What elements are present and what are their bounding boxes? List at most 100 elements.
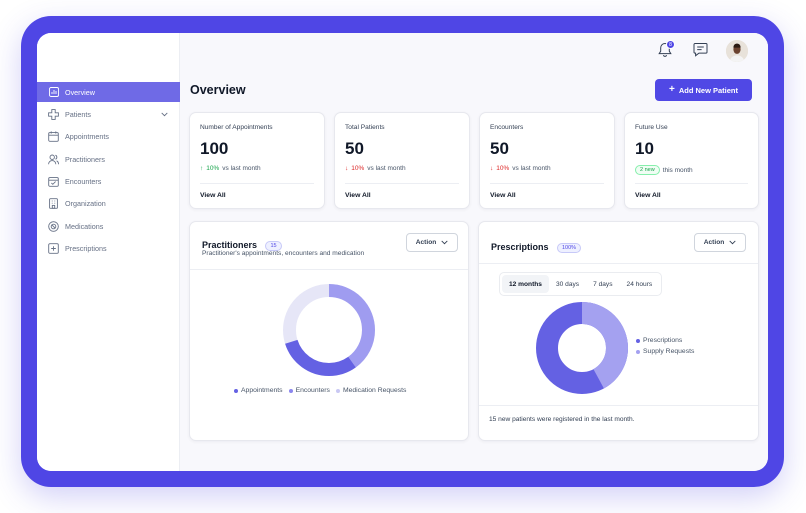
prescriptions-header: Prescriptions 100%	[491, 237, 582, 255]
building-icon	[48, 198, 59, 210]
prescriptions-panel: Prescriptions 100% Action 12 months 30 d…	[478, 221, 759, 441]
sidebar-item-label: Practitioners	[65, 154, 105, 164]
practitioners-donut	[283, 284, 375, 376]
avatar[interactable]	[726, 40, 748, 62]
sidebar-item-medications[interactable]: Medications	[37, 216, 180, 236]
chart-icon	[48, 87, 59, 98]
stat-delta: ↓ 10% vs last month	[490, 165, 551, 172]
donut-segment-encounters	[283, 284, 375, 376]
action-label: Action	[703, 239, 725, 246]
legend-dot	[234, 388, 238, 393]
tab-7-days[interactable]: 7 days	[593, 280, 613, 288]
page-title: Overview	[190, 83, 246, 97]
donut-segment-appointments	[283, 284, 375, 376]
practitioners-legend: Appointments Encounters Medication Reque…	[234, 387, 406, 394]
stat-label: Number of Appointments	[200, 124, 273, 131]
new-badge: 2 new	[635, 165, 660, 175]
sidebar-item-organization[interactable]: Organization	[37, 194, 180, 214]
delta-percent: 10%	[496, 165, 510, 172]
stat-card-appointments: Number of Appointments 100 ↑ 10% vs last…	[189, 112, 325, 209]
count-badge: 100%	[556, 243, 582, 253]
tab-24-hours[interactable]: 24 hours	[626, 280, 653, 288]
divider	[479, 405, 758, 406]
message-icon	[693, 43, 708, 57]
count-badge: 15	[265, 241, 282, 251]
sidebar-item-practitioners[interactable]: Practitioners	[37, 149, 180, 169]
sidebar: Overview Patients Appointments	[37, 33, 180, 471]
action-dropdown[interactable]: Action	[694, 233, 746, 252]
donut-segment-supply-requests	[536, 302, 628, 394]
calendar-icon	[48, 131, 59, 143]
view-all-link[interactable]: View All	[490, 192, 516, 199]
legend-label: Supply Requests	[643, 348, 695, 355]
stat-value: 10	[635, 139, 654, 158]
view-all-link[interactable]: View All	[635, 192, 661, 199]
divider	[200, 183, 314, 184]
arrow-down-icon: ↓	[490, 165, 494, 172]
legend-label: Appointments	[241, 387, 283, 394]
main-content: 8 Overview + Add New Patient Number of A…	[180, 33, 768, 471]
stat-value: 100	[200, 139, 229, 158]
divider	[345, 183, 459, 184]
sidebar-item-label: Appointments	[65, 132, 109, 142]
user-avatar-icon	[726, 40, 748, 62]
divider	[635, 183, 748, 184]
stat-delta: ↓ 10% vs last month	[345, 165, 406, 172]
tab-12-months[interactable]: 12 months	[502, 275, 549, 293]
sidebar-item-label: Prescriptions	[65, 244, 107, 254]
pill-icon	[48, 221, 59, 232]
chevron-down-icon	[441, 240, 448, 245]
plus-icon: +	[668, 84, 675, 95]
delta-suffix: vs last month	[222, 165, 261, 172]
legend-dot	[288, 388, 293, 393]
topbar: 8	[180, 33, 768, 71]
legend-item: Encounters	[288, 387, 330, 394]
delta-suffix: vs last month	[512, 165, 551, 172]
divider	[190, 269, 468, 270]
stat-delta: 2 new this month	[635, 165, 693, 175]
stat-delta: ↑ 10% vs last month	[200, 165, 261, 172]
time-range-tabs: 12 months 30 days 7 days 24 hours	[499, 272, 663, 296]
sidebar-item-encounters[interactable]: Encounters	[37, 172, 180, 192]
add-new-patient-button[interactable]: + Add New Patient	[655, 79, 752, 101]
tab-30-days[interactable]: 30 days	[555, 280, 580, 288]
sidebar-item-label: Organization	[65, 199, 106, 209]
panel-subtitle: Practitioner's appointments, encounters …	[202, 250, 365, 257]
stat-card-future-use: Future Use 10 2 new this month View All	[624, 112, 759, 209]
medical-cross-icon	[48, 109, 59, 120]
stat-card-total-patients: Total Patients 50 ↓ 10% vs last month Vi…	[334, 112, 470, 209]
messages-button[interactable]	[693, 42, 709, 60]
notification-button[interactable]: 8	[658, 40, 675, 60]
sidebar-item-label: Medications	[65, 221, 104, 231]
action-label: Action	[415, 239, 437, 246]
sidebar-item-patients[interactable]: Patients	[37, 104, 180, 124]
action-dropdown[interactable]: Action	[406, 233, 458, 252]
divider	[479, 263, 758, 264]
panel-title: Practitioners	[202, 240, 258, 250]
prescriptions-donut	[536, 302, 628, 394]
chevron-down-icon	[729, 240, 736, 245]
legend-dot	[636, 349, 640, 354]
delta-percent: 10%	[351, 165, 365, 172]
prescriptions-legend: Prescriptions Supply Requests	[636, 337, 694, 355]
view-all-link[interactable]: View All	[200, 192, 226, 199]
users-icon	[48, 154, 59, 165]
legend-item: Supply Requests	[636, 348, 694, 355]
sidebar-item-prescriptions[interactable]: Prescriptions	[37, 239, 180, 259]
legend-dot	[335, 388, 340, 393]
sidebar-nav: Overview Patients Appointments	[37, 82, 180, 261]
app-screen: Overview Patients Appointments	[37, 33, 768, 471]
delta-percent: 10%	[206, 165, 220, 172]
stat-card-encounters: Encounters 50 ↓ 10% vs last month View A…	[479, 112, 615, 209]
stat-label: Encounters	[490, 124, 524, 131]
chevron-down-icon[interactable]	[161, 110, 168, 119]
sidebar-item-appointments[interactable]: Appointments	[37, 127, 180, 147]
view-all-link[interactable]: View All	[345, 192, 371, 199]
prescriptions-footer: 15 new patients were registered in the l…	[489, 416, 635, 423]
sidebar-item-overview[interactable]: Overview	[37, 82, 180, 102]
legend-label: Prescriptions	[643, 337, 683, 344]
practitioners-panel: Practitioners 15 Practitioner's appointm…	[189, 221, 469, 441]
add-new-patient-label: Add New Patient	[678, 85, 739, 95]
delta-suffix: this month	[662, 166, 693, 174]
divider	[490, 183, 604, 184]
